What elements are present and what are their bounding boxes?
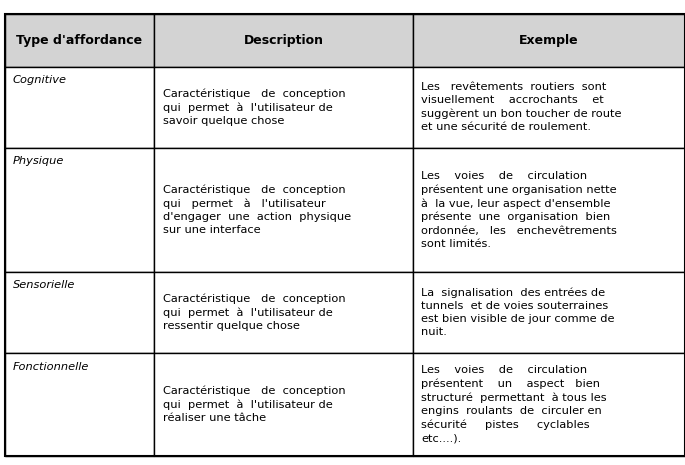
Text: Les    voies    de    circulation
présentent une organisation nette
à  la vue, l: Les voies de circulation présentent une … — [421, 171, 617, 249]
FancyBboxPatch shape — [5, 66, 154, 148]
FancyBboxPatch shape — [154, 272, 413, 353]
Text: Type d'affordance: Type d'affordance — [16, 34, 142, 47]
Text: Caractéristique   de  conception
qui  permet  à  l'utilisateur de
ressentir quel: Caractéristique de conception qui permet… — [162, 293, 345, 331]
FancyBboxPatch shape — [5, 148, 154, 272]
FancyBboxPatch shape — [154, 353, 413, 456]
FancyBboxPatch shape — [5, 272, 154, 353]
FancyBboxPatch shape — [5, 353, 154, 456]
Text: Cognitive: Cognitive — [13, 75, 67, 85]
Text: La  signalisation  des entrées de
tunnels  et de voies souterraines
est bien vis: La signalisation des entrées de tunnels … — [421, 287, 614, 338]
FancyBboxPatch shape — [413, 66, 685, 148]
FancyBboxPatch shape — [5, 14, 154, 66]
Text: Sensorielle: Sensorielle — [13, 280, 75, 290]
FancyBboxPatch shape — [154, 66, 413, 148]
FancyBboxPatch shape — [154, 14, 413, 66]
Text: Exemple: Exemple — [519, 34, 579, 47]
Text: Les    voies    de    circulation
présentent    un    aspect   bien
structuré  p: Les voies de circulation présentent un a… — [421, 365, 607, 444]
FancyBboxPatch shape — [413, 353, 685, 456]
FancyBboxPatch shape — [154, 148, 413, 272]
Text: Fonctionnelle: Fonctionnelle — [13, 361, 89, 372]
Text: Caractéristique   de  conception
qui   permet   à   l'utilisateur
d'engager  une: Caractéristique de conception qui permet… — [162, 185, 351, 235]
FancyBboxPatch shape — [413, 14, 685, 66]
Text: Physique: Physique — [13, 156, 64, 166]
Text: Les   revêtements  routiers  sont
visuellement    accrochants    et
suggèrent un: Les revêtements routiers sont visuelleme… — [421, 82, 621, 133]
FancyBboxPatch shape — [413, 272, 685, 353]
Text: Description: Description — [244, 34, 323, 47]
Text: Caractéristique   de  conception
qui  permet  à  l'utilisateur de
savoir quelque: Caractéristique de conception qui permet… — [162, 88, 345, 126]
FancyBboxPatch shape — [413, 148, 685, 272]
Text: Caractéristique   de  conception
qui  permet  à  l'utilisateur de
réaliser une t: Caractéristique de conception qui permet… — [162, 385, 345, 423]
